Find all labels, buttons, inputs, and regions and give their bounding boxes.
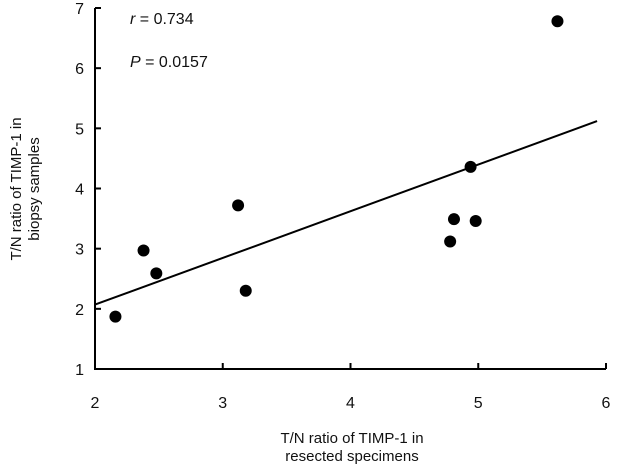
data-point-10 (551, 15, 564, 28)
x-tick-label: 2 (91, 395, 100, 412)
y-tick-label: 3 (75, 242, 84, 259)
y-tick-label: 5 (75, 121, 84, 138)
data-point-5 (239, 284, 252, 297)
y-tick-label: 7 (75, 1, 84, 18)
x-axis-title-line-1: T/N ratio of TIMP-1 in (280, 430, 423, 447)
p-symbol: P (130, 54, 141, 71)
r-symbol: r (130, 11, 136, 28)
x-tick-label: 3 (218, 395, 227, 412)
x-axis-title-line-2: resected specimens (285, 448, 418, 465)
y-tick-label: 1 (75, 362, 84, 379)
data-point-3 (150, 267, 163, 280)
data-point-1 (109, 310, 122, 323)
y-tick-label: 6 (75, 61, 84, 78)
y-tick-label: 4 (75, 182, 84, 199)
data-points (109, 15, 564, 323)
y-ticks: 1 2 3 4 5 6 7 (75, 1, 101, 379)
data-point-9 (469, 214, 482, 227)
r-value: = 0.734 (135, 11, 193, 28)
y-axis-title-line-2: biopsy samples (26, 137, 43, 240)
x-tick-label: 6 (602, 395, 611, 412)
x-tick-label: 5 (474, 395, 483, 412)
data-point-2 (137, 244, 150, 257)
p-value: = 0.0157 (141, 54, 208, 71)
x-tick-label: 4 (346, 395, 355, 412)
data-point-4 (232, 199, 245, 212)
data-point-8 (464, 160, 477, 173)
y-tick-label: 2 (75, 302, 84, 319)
data-point-6 (444, 235, 457, 248)
x-ticks: 2 3 4 5 6 (91, 363, 611, 412)
y-axis-title-line-1: T/N ratio of TIMP-1 in (8, 117, 25, 260)
regression-line (94, 120, 598, 306)
data-point-7 (447, 213, 460, 226)
r-annotation: r = 0.734 (130, 11, 194, 28)
p-annotation: P = 0.0157 (130, 54, 208, 71)
